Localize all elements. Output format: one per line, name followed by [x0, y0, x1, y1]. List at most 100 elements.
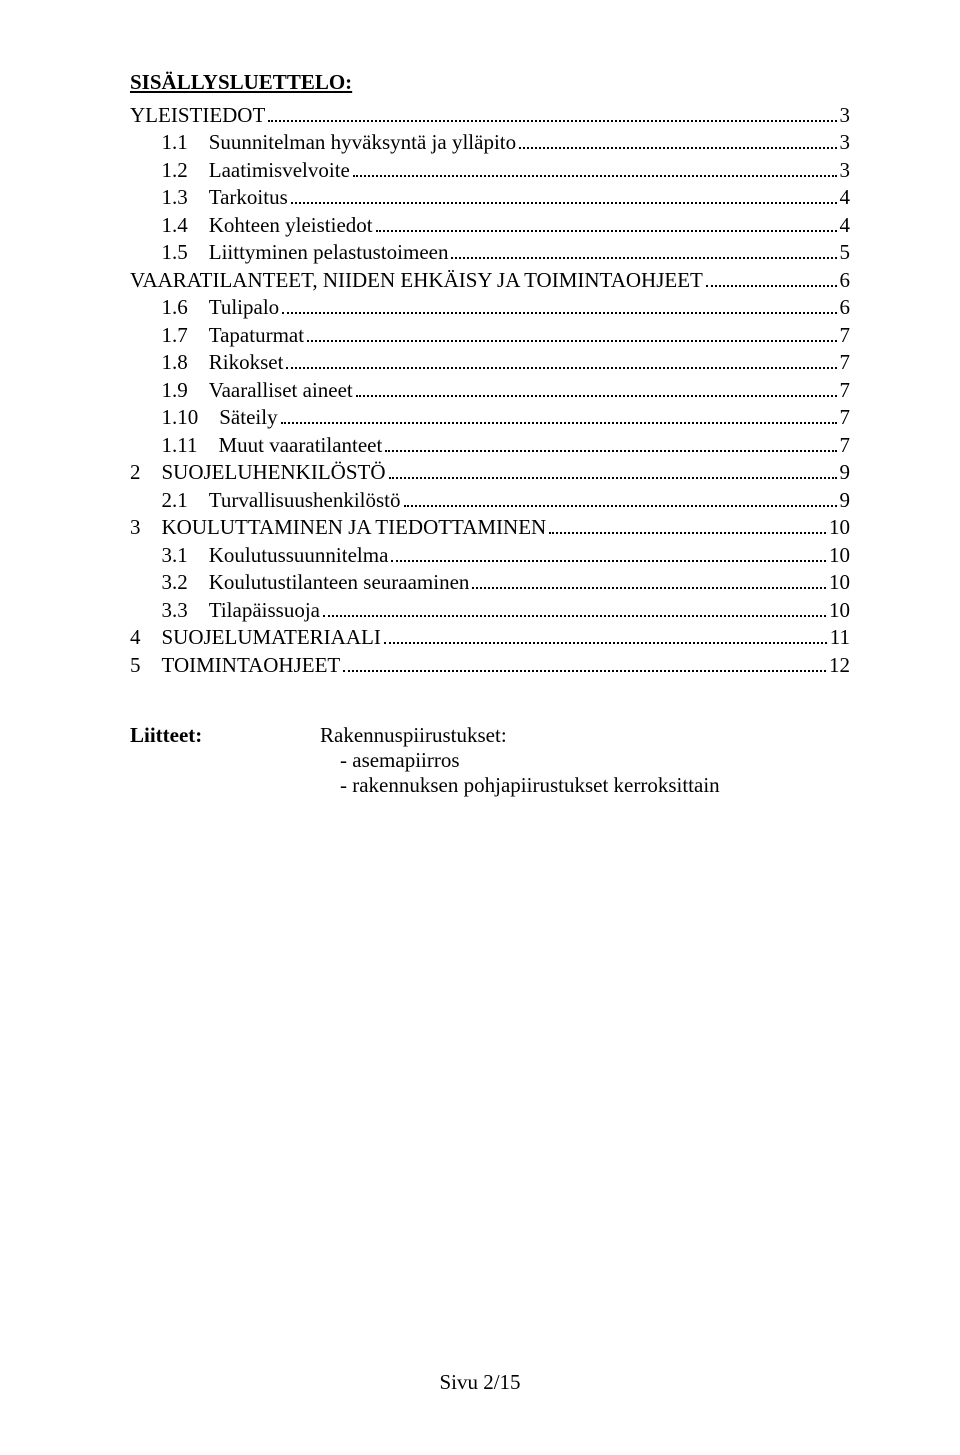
toc-leader-dots	[353, 156, 837, 177]
toc-entry-label: SUOJELUMATERIAALI	[162, 625, 381, 651]
toc-entry-number: 1.9	[130, 378, 209, 404]
toc-entry-number: 5	[130, 653, 162, 679]
toc-entry-label: Tarkoitus	[209, 185, 288, 211]
toc-entry: 2 SUOJELUHENKILÖSTÖ 9	[130, 459, 850, 487]
toc-entry-number: 3.2	[130, 570, 209, 596]
toc-entry-page: 10	[829, 570, 850, 596]
toc-entry-number: 3	[130, 515, 162, 541]
toc-leader-dots	[281, 404, 837, 425]
attachment-item: - rakennuksen pohjapiirustukset kerroksi…	[320, 773, 720, 798]
toc-leader-dots	[472, 569, 826, 590]
toc-entry-page: 6	[840, 268, 851, 294]
toc-entry-number: 1.5	[130, 240, 209, 266]
table-of-contents: YLEISTIEDOT3 1.1 Suunnitelman hyväksyntä…	[130, 101, 850, 679]
toc-leader-dots	[291, 184, 837, 205]
toc-entry-page: 12	[829, 653, 850, 679]
toc-leader-dots	[356, 376, 837, 397]
toc-leader-dots	[385, 431, 836, 452]
toc-entry-label: YLEISTIEDOT	[130, 103, 265, 129]
toc-entry-number: 1.11	[130, 433, 218, 459]
toc-entry-label: Suunnitelman hyväksyntä ja ylläpito	[209, 130, 516, 156]
toc-leader-dots	[307, 321, 836, 342]
toc-entry-label: Tapaturmat	[209, 323, 304, 349]
toc-entry-number: 2	[130, 460, 162, 486]
toc-entry: 1.4 Kohteen yleistiedot 4	[130, 211, 850, 239]
toc-entry: 1.9 Vaaralliset aineet7	[130, 376, 850, 404]
toc-entry-page: 6	[840, 295, 851, 321]
toc-entry-label: VAARATILANTEET, NIIDEN EHKÄISY JA TOIMIN…	[130, 268, 703, 294]
toc-entry: 1.8 Rikokset7	[130, 349, 850, 377]
toc-entry-page: 10	[829, 515, 850, 541]
toc-leader-dots	[343, 651, 826, 672]
toc-entry-number: 4	[130, 625, 162, 651]
toc-entry: 2.1 Turvallisuushenkilöstö 9	[130, 486, 850, 514]
toc-entry-number: 1.2	[130, 158, 209, 184]
toc-entry-page: 9	[840, 488, 851, 514]
toc-entry: 4 SUOJELUMATERIAALI11	[130, 624, 850, 652]
toc-entry: 3.1 Koulutussuunnitelma 10	[130, 541, 850, 569]
toc-leader-dots	[384, 624, 827, 645]
toc-leader-dots	[451, 239, 836, 260]
attachments-body: Rakennuspiirustukset: - asemapiirros- ra…	[320, 723, 720, 798]
toc-entry-label: Koulutustilanteen seuraaminen	[209, 570, 470, 596]
toc-entry-label: Liittyminen pelastustoimeen	[209, 240, 449, 266]
toc-leader-dots	[389, 459, 837, 480]
toc-entry-page: 7	[840, 433, 851, 459]
toc-leader-dots	[286, 349, 836, 370]
toc-entry: 3 KOULUTTAMINEN JA TIEDOTTAMINEN 10	[130, 514, 850, 542]
toc-entry-page: 7	[840, 350, 851, 376]
toc-entry-page: 9	[840, 460, 851, 486]
toc-entry: 3.3 Tilapäissuoja 10	[130, 596, 850, 624]
toc-entry-page: 3	[840, 103, 851, 129]
toc-leader-dots	[519, 129, 836, 150]
toc-entry-label: Tilapäissuoja	[209, 598, 320, 624]
toc-entry: 3.2 Koulutustilanteen seuraaminen 10	[130, 569, 850, 597]
toc-entry-page: 7	[840, 378, 851, 404]
toc-entry: 1.10 Säteily7	[130, 404, 850, 432]
toc-entry-label: Kohteen yleistiedot	[209, 213, 373, 239]
page-footer: Sivu 2/15	[0, 1370, 960, 1395]
toc-entry-page: 5	[840, 240, 851, 266]
attachments-heading: Rakennuspiirustukset:	[320, 723, 720, 748]
toc-entry-page: 10	[829, 598, 850, 624]
toc-leader-dots	[282, 294, 836, 315]
toc-entry-page: 3	[840, 130, 851, 156]
toc-entry: 1.1 Suunnitelman hyväksyntä ja ylläpito3	[130, 129, 850, 157]
toc-entry-number: 1.4	[130, 213, 209, 239]
toc-leader-dots	[706, 266, 837, 287]
toc-entry-label: Säteily	[219, 405, 277, 431]
toc-entry-label: KOULUTTAMINEN JA TIEDOTTAMINEN	[162, 515, 547, 541]
toc-leader-dots	[376, 211, 837, 232]
toc-entry-number: 1.3	[130, 185, 209, 211]
toc-title: SISÄLLYSLUETTELO:	[130, 70, 850, 95]
toc-entry-page: 4	[840, 185, 851, 211]
toc-entry: 1.6 Tulipalo 6	[130, 294, 850, 322]
toc-entry-label: SUOJELUHENKILÖSTÖ	[162, 460, 386, 486]
attachment-item: - asemapiirros	[320, 748, 720, 773]
toc-entry: YLEISTIEDOT 3	[130, 101, 850, 129]
toc-entry-number: 1.6	[130, 295, 209, 321]
toc-entry-label: Tulipalo	[209, 295, 279, 321]
toc-entry-number: 1.10	[130, 405, 219, 431]
document-page: SISÄLLYSLUETTELO: YLEISTIEDOT3 1.1 Suunn…	[0, 0, 960, 1455]
toc-entry-page: 7	[840, 323, 851, 349]
toc-entry-label: Rikokset	[209, 350, 284, 376]
toc-entry-page: 10	[829, 543, 850, 569]
toc-entry: 1.3 Tarkoitus 4	[130, 184, 850, 212]
toc-entry-page: 3	[840, 158, 851, 184]
toc-entry-label: Muut vaaratilanteet	[218, 433, 382, 459]
toc-leader-dots	[323, 596, 826, 617]
toc-entry-number: 2.1	[130, 488, 209, 514]
toc-entry-number: 1.7	[130, 323, 209, 349]
toc-leader-dots	[268, 101, 836, 122]
toc-leader-dots	[391, 541, 826, 562]
toc-entry: 1.5 Liittyminen pelastustoimeen 5	[130, 239, 850, 267]
toc-entry-label: Koulutussuunnitelma	[209, 543, 389, 569]
toc-entry-number: 3.3	[130, 598, 209, 624]
toc-entry-label: Laatimisvelvoite	[209, 158, 350, 184]
toc-entry: VAARATILANTEET, NIIDEN EHKÄISY JA TOIMIN…	[130, 266, 850, 294]
toc-entry-number: 3.1	[130, 543, 209, 569]
toc-entry: 1.11 Muut vaaratilanteet 7	[130, 431, 850, 459]
toc-entry-page: 4	[840, 213, 851, 239]
toc-entry-label: Turvallisuushenkilöstö	[209, 488, 401, 514]
